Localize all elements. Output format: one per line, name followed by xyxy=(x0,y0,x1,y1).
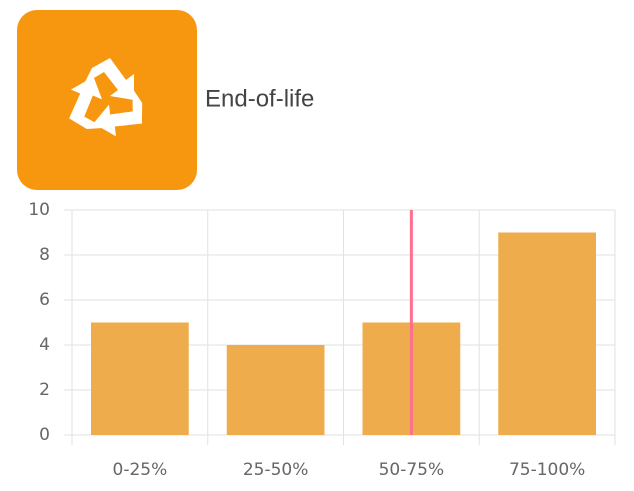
icon-label: End-of-life xyxy=(205,85,314,112)
bar xyxy=(498,232,596,435)
bar xyxy=(226,345,325,435)
y-tick-label: 6 xyxy=(39,290,50,310)
x-tick-label: 0-25% xyxy=(113,460,168,480)
y-tick-label: 8 xyxy=(39,245,50,265)
y-tick-label: 0 xyxy=(39,425,50,445)
y-tick-label: 2 xyxy=(39,380,50,400)
icon-background xyxy=(17,10,197,190)
y-tick-label: 4 xyxy=(39,335,50,355)
x-tick-label: 50-75% xyxy=(379,460,445,480)
y-tick-label: 10 xyxy=(28,200,50,220)
x-tick-label: 25-50% xyxy=(243,460,309,480)
recycle-icon xyxy=(69,58,143,137)
x-tick-label: 75-100% xyxy=(509,460,585,480)
bar xyxy=(91,322,189,435)
